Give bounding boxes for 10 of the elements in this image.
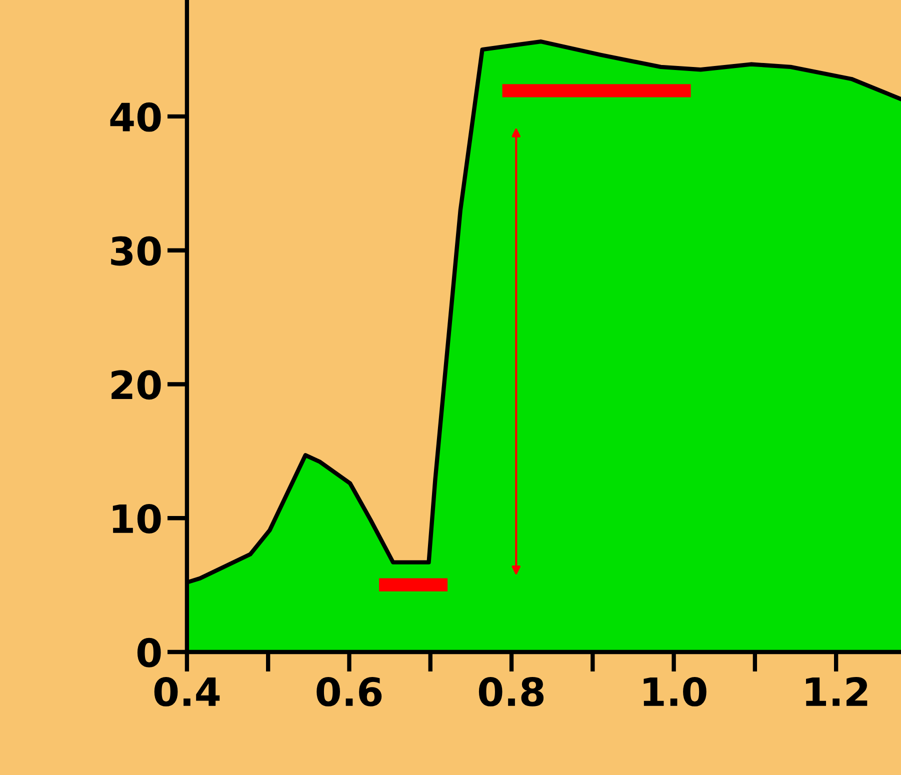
x-tick-label: 1.0 — [644, 677, 706, 706]
x-tick-label: 0.6 — [316, 677, 382, 706]
x-tick-label: 0.4 — [154, 677, 220, 706]
y-tick-label: 40 — [110, 102, 161, 132]
y-tick-label: 30 — [111, 236, 161, 266]
x-tick-label: 1.2 — [806, 677, 868, 706]
y-tick-label: 20 — [112, 370, 161, 400]
x-tick-label: 0.8 — [478, 677, 544, 706]
y-tick-label: 10 — [112, 504, 161, 534]
y-tick-label: 0 — [137, 638, 161, 668]
